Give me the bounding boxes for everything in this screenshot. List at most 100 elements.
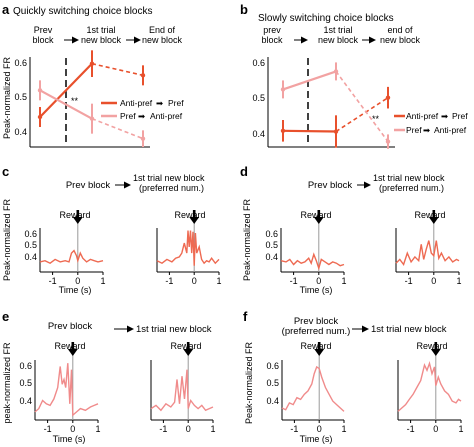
panel-f-xlabel: Time (s) xyxy=(300,434,333,444)
panel-f-left-plot: -1 0 1 xyxy=(281,342,347,434)
panel-f-left-xtick-label-2: 1 xyxy=(341,424,346,434)
panel-a-seq-end: End of new block xyxy=(142,25,183,45)
panel-b-ytick-06: 0.6 xyxy=(252,58,265,68)
panel-d-right-xtick-label-0: -1 xyxy=(405,276,413,286)
panel-d-header-right-line-2: (preferred num.) xyxy=(379,183,444,193)
plot-b-s1-line-dashed xyxy=(335,70,389,143)
panel-c-header-right-line-1: 1st trial new block xyxy=(133,173,205,183)
panel-d-ytick-06: 0.6 xyxy=(265,229,278,239)
panel-d-header-right: 1st trial new block (preferred num.) xyxy=(373,173,445,193)
plot-b-s0-line-dashed xyxy=(335,97,389,133)
panel-e-left-xtick-label-1: 0 xyxy=(70,424,75,434)
panel-f: f Prev block (preferred num.) 1st trial n… xyxy=(243,309,464,444)
panel-d-left-plot: -1 0 1 xyxy=(280,210,347,286)
panel-b-seq-first: 1st trial new block xyxy=(318,25,359,45)
panel-e-reward-right: Reward xyxy=(170,341,201,351)
arrow-right-icon: ➡ xyxy=(138,111,145,121)
panel-f-header-left: Prev block (preferred num.) xyxy=(282,316,351,337)
plot-a-s0-line-solid xyxy=(39,62,93,118)
panel-c-xlabel: Time (s) xyxy=(59,285,92,295)
panel-b-ytick-04: 0.4 xyxy=(252,129,265,139)
panel-b-seq-first-line-2: new block xyxy=(318,35,359,45)
plot-b-s0-point-1 xyxy=(333,129,339,134)
plot-b-s1-point-2 xyxy=(385,139,391,144)
panel-c-right-xtick-label-0: -1 xyxy=(165,276,173,286)
plot-a-s1-line-solid xyxy=(39,89,93,120)
arrow-right-icon: ➡ xyxy=(441,111,448,121)
plot-a-s0-point-0 xyxy=(37,114,43,120)
panel-a-seq-prev-line-2: block xyxy=(32,35,54,45)
plot-b-s0-point-2 xyxy=(385,95,391,100)
panel-f-ytick-04: 0.4 xyxy=(266,396,279,406)
panel-c-right-trace xyxy=(156,230,220,266)
panel-e-left-trace xyxy=(34,363,99,417)
panel-e-left-plot: -1 0 1 xyxy=(34,342,101,434)
panel-d: d Prev block 1st trial new block (preferr… xyxy=(240,164,462,295)
plot-b-s1-line-solid xyxy=(282,70,337,91)
panel-e-left-xtick-label-0: -1 xyxy=(44,424,52,434)
panel-c-reward-left: Reward xyxy=(59,210,90,220)
panel-a-legend-pref-from: Pref xyxy=(120,111,136,121)
plot-b-s1-point-1 xyxy=(333,69,339,74)
panel-e-left-xtick-label-2: 1 xyxy=(95,424,100,434)
panel-a: a Quickly switching choice blocks Prev bl… xyxy=(2,2,184,148)
panel-f-ytick-05: 0.5 xyxy=(266,378,279,388)
panel-e-reward-left: Reward xyxy=(54,341,85,351)
plot-a-s1-line-dashed xyxy=(91,117,144,140)
arrow-down-icon xyxy=(67,349,78,356)
panel-d-header-right-line-1: 1st trial new block xyxy=(373,173,445,183)
plot-a-s0-line-dashed xyxy=(91,62,144,77)
plot-a-s0-point-1 xyxy=(89,61,95,66)
panel-d-left-xtick-label-2: 1 xyxy=(341,276,346,286)
panel-a-plot xyxy=(37,50,146,147)
panel-e-right-xtick-label-2: 1 xyxy=(210,424,215,434)
panel-e-header-left: Prev block xyxy=(48,321,93,332)
panel-f-ytick-06: 0.6 xyxy=(266,361,279,371)
panel-b-seq-prev-line-1: prev xyxy=(263,25,281,35)
panel-e-ylabel: peak-normalized FR xyxy=(2,342,12,424)
panel-c-left-xtick-label-1: 0 xyxy=(75,276,80,286)
panel-d-reward-left: Reward xyxy=(300,210,331,220)
panel-b-seq-prev-line-2: block xyxy=(261,35,283,45)
plot-a-s1-point-0 xyxy=(37,88,43,93)
panel-c-left-xtick-label-2: 1 xyxy=(100,276,105,286)
panel-c-ylabel: Peak-normalized FR xyxy=(2,198,12,281)
panel-e-ytick-04: 0.4 xyxy=(19,396,32,406)
panel-a-seq-prev-line-1: Prev xyxy=(34,25,53,35)
panel-d-left-xtick-label-1: 0 xyxy=(316,276,321,286)
panel-a-seq-first-line-2: new block xyxy=(81,35,122,45)
panel-c-right-xtick-label-1: 0 xyxy=(192,276,197,286)
panel-d-right-plot: -1 0 1 xyxy=(395,210,462,286)
panel-a-ytick-06: 0.6 xyxy=(14,58,27,68)
panel-letter-a: a xyxy=(2,2,10,17)
panel-f-right-plot: -1 0 1 xyxy=(397,342,464,434)
panel-f-header-left-line-1: Prev block xyxy=(294,316,339,327)
plot-b-s1-point-0 xyxy=(280,87,286,92)
plot-b-s0-line-solid xyxy=(282,129,337,133)
panel-b-seq-end-line-2: new block xyxy=(380,35,421,45)
panel-e-right-xtick-label-0: -1 xyxy=(159,424,167,434)
arrow-down-icon xyxy=(428,217,439,224)
plot-a-s0-point-2 xyxy=(140,73,146,78)
panel-c-right-plot: -1 0 1 xyxy=(156,210,222,286)
panel-a-ytick-04: 0.4 xyxy=(14,127,27,137)
panel-b-seq-first-line-1: 1st trial xyxy=(323,25,352,35)
panel-letter-b: b xyxy=(240,2,248,17)
panel-a-legend-pref-to: Anti-pref xyxy=(150,111,183,121)
panel-d-header-left: Prev block xyxy=(308,180,353,191)
panel-letter-c: c xyxy=(2,164,9,179)
arrow-down-icon xyxy=(314,349,325,356)
panel-e-right-plot: -1 0 1 xyxy=(150,342,216,434)
panel-c-left-xtick-label-0: -1 xyxy=(49,276,57,286)
panel-d-xlabel: Time (s) xyxy=(300,285,333,295)
panel-c-right-xtick-label-2: 1 xyxy=(216,276,221,286)
panel-f-right-xtick-label-1: 0 xyxy=(433,424,438,434)
panel-d-right-xtick-label-2: 1 xyxy=(456,276,461,286)
panel-c-header-right: 1st trial new block (preferred num.) xyxy=(133,173,205,193)
panel-b-seq-end: end of new block xyxy=(380,25,421,45)
panel-a-title: Quickly switching choice blocks xyxy=(13,6,153,17)
panel-e-right-trace xyxy=(150,369,214,412)
panel-b-ytick-05: 0.5 xyxy=(252,93,265,103)
panel-a-legend-anti-to: Pref xyxy=(168,98,184,108)
plot-b-s0-point-0 xyxy=(280,128,286,133)
